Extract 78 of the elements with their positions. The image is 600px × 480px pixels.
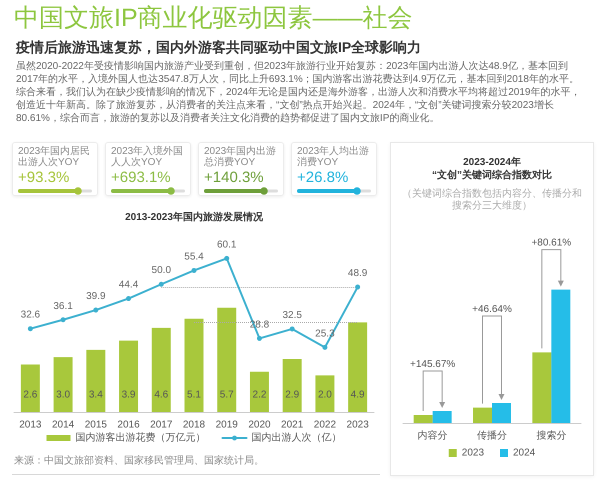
point (93, 308, 98, 313)
bar (86, 350, 106, 412)
data-label: 55.4 (184, 251, 204, 262)
x-tick-label: 2013 (19, 420, 42, 430)
point (290, 326, 295, 332)
text: 虽然2020-2022年受疫情影响国内旅游产业受到重创，但2023年旅游行业开始复苏：2023年国内出游人次达48.9亿，基本回到2017年的水平，入境外国人也达3547.8万人次，同比上升693.1%；国内游客出游花费达到4.9万亿元，基本回到2018年的水平。综合来看，我们认为在缺少疫情影响的情况下，2024年无论是国内还是海外游客，出游人次和消费水平均将超过2019年的水平，创造近十年新高。除了旅游复苏，从消费者的关注点来看，“文创”热点开始兴起。2024年，“文创”关键词搜索分较2023增长80.61%，综合而言，旅游的复苏以及消费者关注文化消费的趋势都促进了国内文旅IP的商业化。 (16, 60, 582, 125)
annotation: +145.67% (410, 359, 456, 370)
annotation: +46.64% (472, 304, 512, 315)
point (256, 336, 262, 341)
card: 2023年入境外国人人次YOY +693.1% (105, 142, 191, 196)
point (322, 344, 328, 350)
x-tick-label: 搜索分 (536, 430, 566, 442)
data-label: 2.0 (318, 390, 332, 400)
data-label: 5.1 (187, 390, 202, 400)
bar (492, 403, 511, 423)
chart-title: 2013-2023年国内旅游发展情况 (125, 211, 264, 223)
text: 中国文旅IP商业化驱动因素——社会 (14, 3, 413, 34)
bar (348, 322, 368, 412)
text: 疫情后旅游迅速复苏，国内外游客共同驱动中国文旅IP全球影响力 (16, 38, 422, 56)
data-label: 5.7 (220, 390, 234, 400)
data-label: 48.9 (348, 268, 368, 280)
x-tick-label: 2015 (84, 420, 108, 430)
bar (54, 357, 73, 412)
bar (119, 340, 138, 412)
point (28, 326, 33, 332)
data-label: 4.6 (154, 390, 169, 400)
x-tick-label: 2022 (314, 420, 336, 430)
data-label: 32.5 (282, 310, 302, 321)
card: 2023年国内出游总消费YOY +140.3% (198, 142, 284, 196)
text: +80.61% (531, 238, 572, 249)
bar (414, 415, 433, 423)
x-tick-label: 2020 (248, 420, 272, 430)
x-tick-label: 2023 (346, 420, 370, 430)
card: 2023年人均出游消费YOY +26.8% (291, 142, 377, 196)
bar (432, 411, 452, 423)
legend-label: 国内出游人次（亿） (252, 432, 342, 444)
x-tick-label: 传播分 (477, 430, 507, 442)
legend-label: 国内游客出游花费（万亿元） (76, 432, 206, 444)
x-tick-label: 2014 (52, 420, 75, 430)
bar (217, 308, 236, 412)
legend-label: 2023 (462, 448, 484, 458)
data-label: 60.1 (216, 239, 237, 250)
x-tick-label: 2019 (216, 420, 238, 430)
x-tick-label: 内容分 (418, 430, 448, 442)
point (60, 317, 66, 322)
data-label: 39.9 (86, 291, 106, 302)
data-label: 36.1 (53, 300, 74, 312)
bar (282, 358, 302, 412)
card: 2023年国内居民出游人次YOY +93.3% (12, 142, 98, 196)
x-tick-label: 2021 (281, 420, 304, 430)
source-note: 来源：中国文旅部资料、国家移民管理局、国家统计局。 (14, 454, 264, 466)
category-label: 2023年人均出游消费YOY (297, 146, 370, 168)
data-label: 50.0 (152, 265, 172, 276)
data-label: 2.6 (23, 390, 38, 400)
bar (473, 408, 492, 423)
data-label: 3.0 (56, 390, 70, 400)
x-tick-label: 2016 (117, 420, 140, 430)
legend-label: 2024 (513, 448, 536, 458)
category-label: 2023年入境外国人人次YOY (111, 146, 184, 168)
x-tick-label: 2018 (182, 420, 206, 430)
category-label: 2023年国内居民出游人次YOY (18, 146, 92, 168)
chart-title: 2023-2024年 “文创”关键词综合指数对比 (432, 156, 552, 181)
data-label: 32.6 (20, 310, 41, 321)
chart-subtitle: （关键词综合指数包括内容分、传播分和搜索分三大维度） (402, 188, 582, 212)
x-tick-label: 2017 (150, 420, 173, 430)
data-label: 3.9 (122, 390, 136, 400)
data-label: 3.4 (88, 390, 104, 400)
bar (250, 372, 269, 412)
bar (20, 364, 40, 412)
data-label: 2.9 (285, 390, 300, 400)
bar (315, 375, 334, 412)
bar (532, 352, 552, 423)
category-label: 2023年国内出游总消费YOY (204, 146, 278, 168)
data-label: 44.4 (118, 280, 139, 291)
data-label: 2.2 (252, 390, 267, 400)
data-label: 4.9 (350, 390, 366, 400)
bar (184, 318, 204, 412)
bar (152, 328, 171, 412)
